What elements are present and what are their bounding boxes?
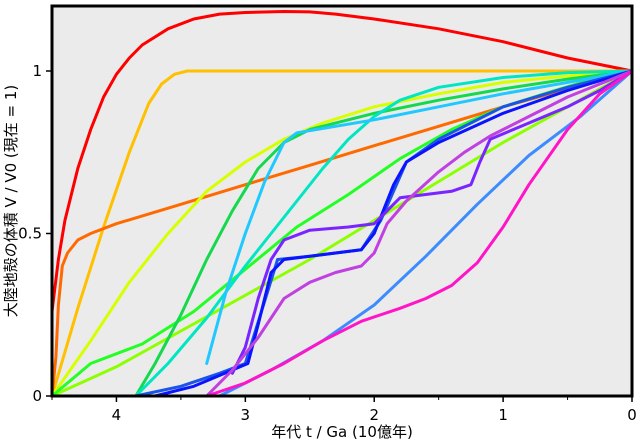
x-tick-label: 1 bbox=[498, 406, 508, 424]
plot-area bbox=[52, 6, 632, 396]
x-axis: 4 3 2 1 0 bbox=[51, 396, 637, 424]
series-line-14 bbox=[205, 69, 634, 398]
series-line-4 bbox=[50, 69, 634, 398]
series-line-15 bbox=[205, 69, 634, 398]
series-layer bbox=[50, 10, 634, 398]
series-line-5 bbox=[50, 69, 634, 398]
series-line-9 bbox=[205, 69, 634, 365]
y-tick-label: 0 bbox=[32, 387, 42, 405]
series-line-3 bbox=[50, 69, 634, 398]
series-line-8 bbox=[134, 69, 634, 398]
y-axis: 00.51 bbox=[18, 62, 52, 405]
series-line-12 bbox=[153, 69, 634, 398]
x-axis-label: 年代 t / Ga (10億年) bbox=[271, 423, 413, 441]
plot-frame bbox=[50, 4, 634, 398]
y-axis-label: 大陸地殻の体積 V / V0 (現在 = 1) bbox=[2, 85, 20, 318]
series-line-1 bbox=[50, 10, 634, 313]
y-tick-label: 0.5 bbox=[18, 225, 42, 243]
series-line-13 bbox=[230, 69, 634, 375]
x-tick-label: 2 bbox=[369, 406, 379, 424]
x-tick-label: 3 bbox=[241, 406, 251, 424]
series-line-2 bbox=[50, 69, 634, 398]
x-tick-label: 0 bbox=[627, 406, 637, 424]
y-tick-label: 1 bbox=[32, 62, 42, 80]
x-tick-label: 4 bbox=[112, 406, 122, 424]
